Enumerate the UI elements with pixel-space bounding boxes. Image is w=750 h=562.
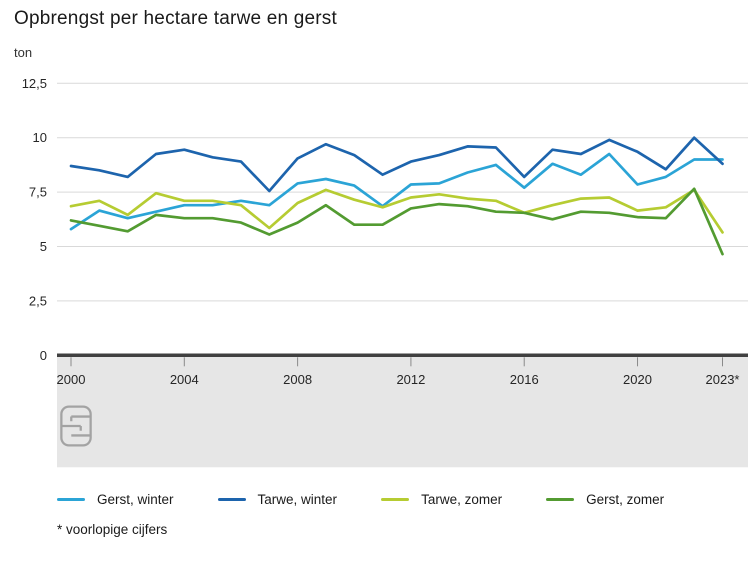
legend-item-tarwe-winter[interactable]: Tarwe, winter (217, 492, 338, 507)
legend-label: Tarwe, winter (257, 492, 338, 507)
x-tick-label: 2004 (170, 372, 199, 387)
series-line-gerst-winter (69, 152, 724, 231)
legend-swatch (381, 498, 410, 501)
legend-item-gerst-zomer[interactable]: Gerst, zomer (546, 492, 664, 507)
cbs-logo (59, 404, 93, 453)
series-line-tarwe-winter (69, 136, 724, 193)
footnote: * voorlopige cijfers (57, 522, 168, 537)
legend: Gerst, winter Tarwe, winter Tarwe, zomer Ge… (57, 492, 664, 507)
legend-item-gerst-winter[interactable]: Gerst, winter (57, 492, 174, 507)
y-axis-unit-label: ton (14, 45, 33, 60)
series-line-tarwe-zomer (69, 188, 724, 234)
legend-label: Gerst, winter (97, 492, 174, 507)
x-tick-label: 2016 (510, 372, 539, 387)
legend-swatch (217, 498, 246, 501)
x-tick-label: 2008 (283, 372, 312, 387)
x-axis-band (57, 355, 748, 468)
y-tick-label: 0 (40, 348, 47, 363)
y-tick-label: 7,5 (29, 185, 47, 200)
y-tick-label: 2,5 (29, 293, 47, 308)
series-line-gerst-zomer (69, 187, 724, 256)
chart-title: Opbrengst per hectare tarwe en gerst (14, 8, 337, 29)
legend-item-tarwe-zomer[interactable]: Tarwe, zomer (381, 492, 502, 507)
cbs-logo-glyph (60, 405, 92, 447)
legend-label: Gerst, zomer (586, 492, 665, 507)
legend-swatch (546, 498, 575, 501)
y-tick-label: 12,5 (22, 76, 47, 91)
legend-swatch (57, 498, 85, 501)
line-chart: 0 2,5 5 7,5 10 12,5 2000 2004 2008 2012 2016 2020 20… (22, 76, 748, 468)
x-tick-label: 2023* (706, 372, 740, 387)
legend-label: Tarwe, zomer (421, 492, 503, 507)
x-tick-label: 2000 (57, 372, 86, 387)
x-tick-label: 2020 (623, 372, 652, 387)
y-tick-label: 5 (40, 239, 47, 254)
x-tick-label: 2012 (396, 372, 425, 387)
y-tick-label: 10 (33, 130, 47, 145)
